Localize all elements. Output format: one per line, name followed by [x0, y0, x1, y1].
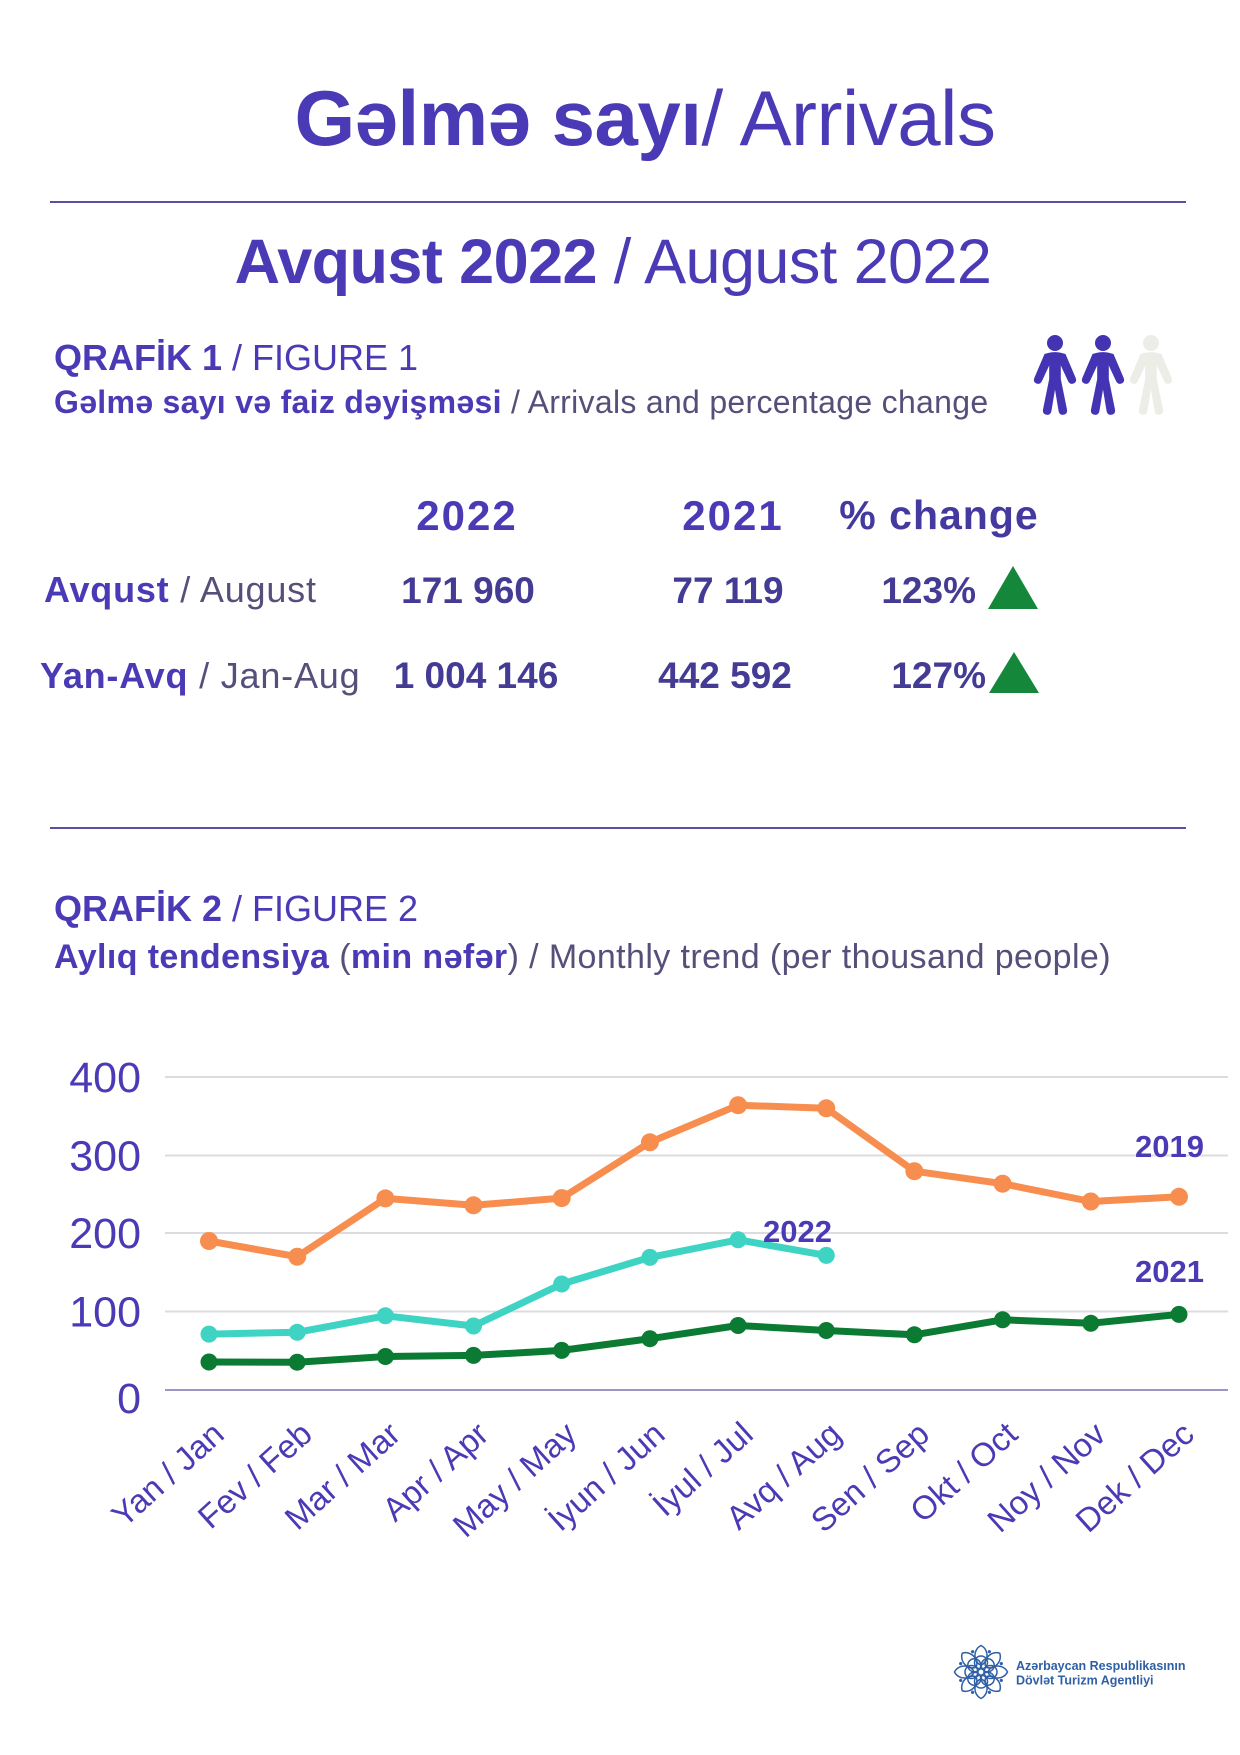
svg-text:100: 100 — [69, 1289, 141, 1337]
svg-text:400: 400 — [69, 1054, 141, 1102]
svg-text:2022: 2022 — [763, 1214, 832, 1249]
svg-text:Dövlət Turizm Agentliyi: Dövlət Turizm Agentliyi — [1016, 1674, 1154, 1688]
svg-text:2019: 2019 — [1135, 1129, 1204, 1164]
svg-text:200: 200 — [69, 1210, 141, 1258]
svg-text:Azərbaycan Respublikasının: Azərbaycan Respublikasının — [1016, 1659, 1186, 1673]
svg-text:300: 300 — [69, 1133, 141, 1181]
svg-text:0: 0 — [117, 1375, 141, 1423]
svg-text:2021: 2021 — [1135, 1254, 1204, 1289]
